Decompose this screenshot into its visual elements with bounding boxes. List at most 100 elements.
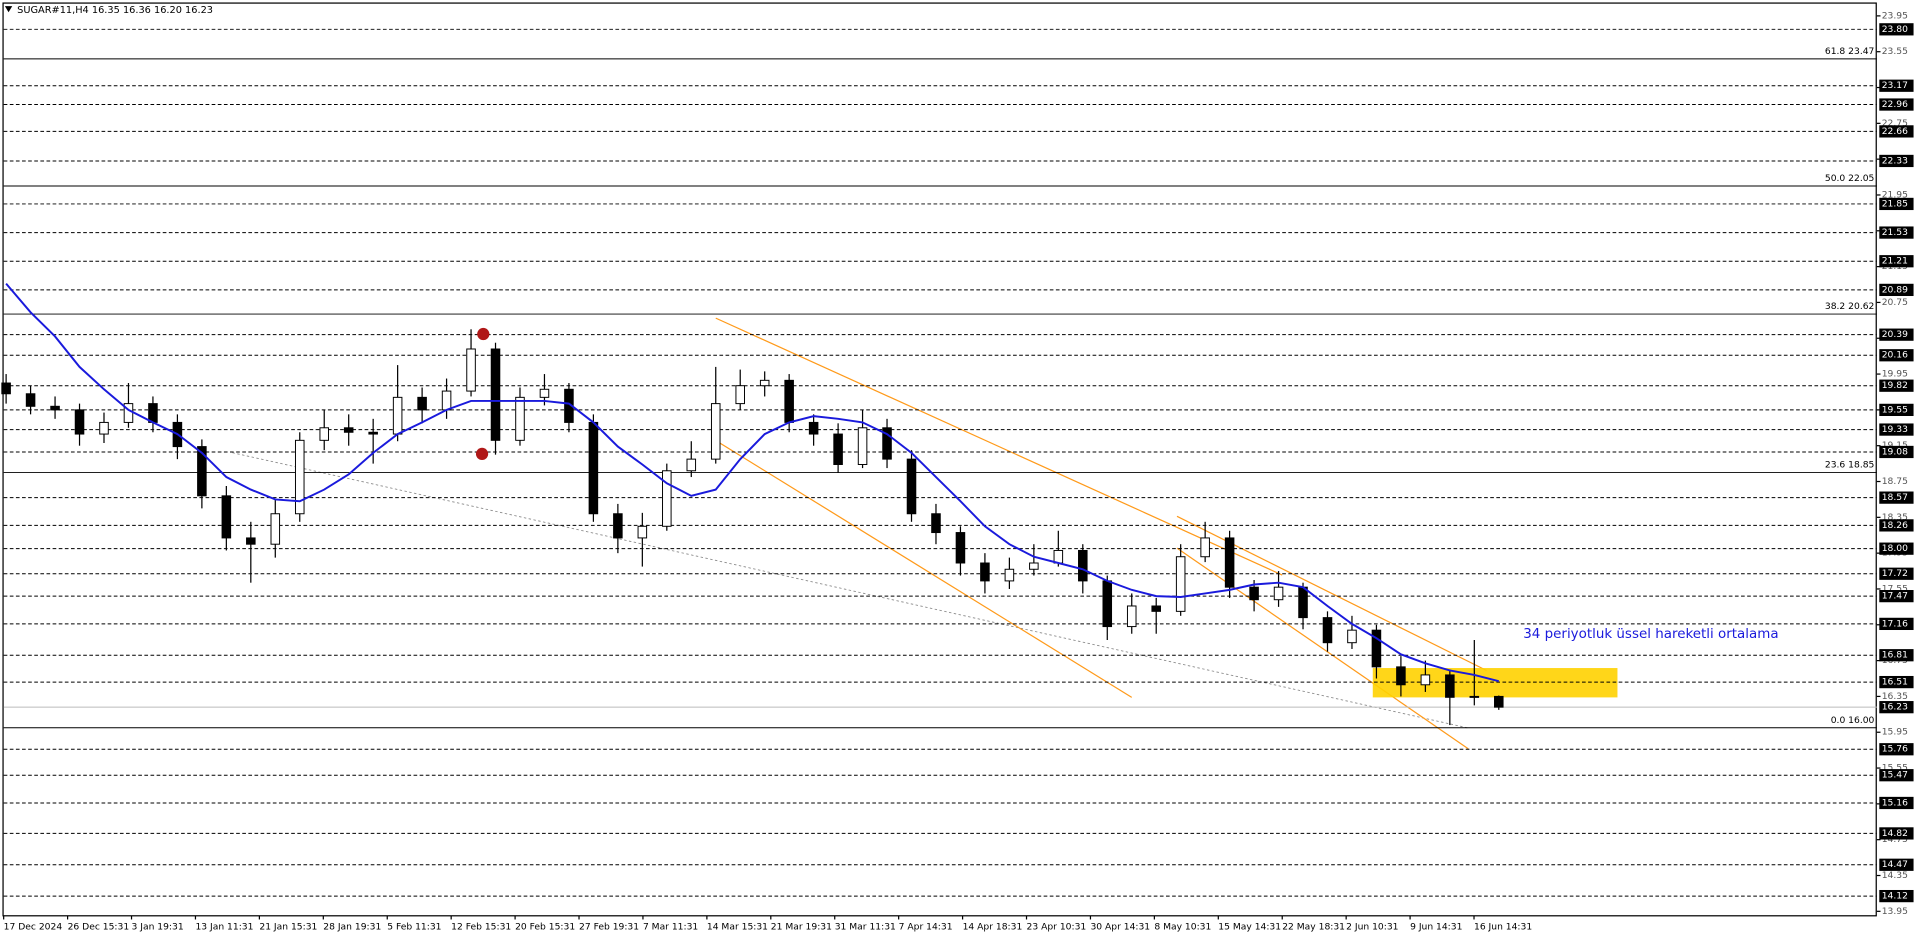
y-tick-label: 21.95	[1882, 189, 1908, 200]
x-tick-label: 2 Jun 10:31	[1346, 921, 1398, 932]
level-label: 19.55	[1882, 404, 1908, 415]
marker	[477, 327, 490, 341]
candle-body	[759, 379, 770, 387]
level-label: 15.16	[1882, 797, 1908, 808]
candle-body	[294, 439, 305, 515]
level-label-box	[1879, 519, 1914, 532]
candle-body	[710, 403, 721, 460]
candle-body	[441, 390, 452, 411]
level-label-box	[1879, 675, 1914, 689]
level-label-box	[1879, 590, 1914, 603]
drawings	[3, 28, 1877, 897]
level-label: 19.82	[1882, 380, 1908, 391]
level-label-box	[1879, 379, 1914, 392]
candle-body	[490, 348, 501, 441]
level-label: 19.33	[1882, 424, 1908, 435]
level-label: 15.47	[1882, 770, 1908, 781]
candle-body	[1102, 580, 1113, 628]
x-tick-label: 5 Feb 11:31	[387, 921, 441, 932]
x-tick-label: 28 Jan 19:31	[323, 921, 381, 932]
y-tick-label: 20.75	[1882, 297, 1908, 308]
level-label: 20.89	[1882, 284, 1908, 295]
level-label: 18.26	[1882, 520, 1908, 531]
marker	[475, 447, 489, 461]
candle-body	[1249, 586, 1259, 601]
candle-body	[197, 446, 207, 497]
candle-body	[1494, 695, 1504, 708]
level-label: 22.33	[1882, 155, 1908, 166]
x-tick-label: 3 Jan 19:31	[132, 921, 184, 932]
level-label-box	[1879, 197, 1914, 211]
level-label: 18.00	[1882, 543, 1908, 554]
candle-body	[246, 537, 256, 545]
moving-average	[5, 282, 1500, 683]
y-tick-label: 13.95	[1882, 906, 1908, 917]
level-label: 16.81	[1882, 650, 1908, 661]
level-label: 22.96	[1882, 99, 1908, 110]
level-label-box	[1879, 542, 1914, 555]
candle-body	[1078, 549, 1088, 582]
candle-body	[1347, 629, 1357, 644]
candle-body	[613, 513, 623, 539]
candle-body	[368, 431, 378, 435]
candle-body	[808, 421, 819, 435]
x-tick-label: 30 Apr 14:31	[1090, 921, 1150, 932]
candle-body	[980, 562, 990, 582]
level-label-box	[1879, 255, 1914, 268]
candle-body	[931, 513, 941, 534]
candle-body	[1322, 617, 1333, 644]
level-label: 20.39	[1882, 329, 1908, 340]
candle-body	[1273, 586, 1284, 601]
candle-body	[50, 405, 60, 411]
x-tick-label: 7 Apr 14:31	[899, 921, 953, 932]
candle-body	[857, 427, 868, 465]
level-label: 14.12	[1882, 891, 1908, 902]
y-tick-label: 18.35	[1882, 512, 1908, 523]
candle-body	[1445, 674, 1455, 698]
x-tick-label: 8 May 10:31	[1154, 921, 1211, 932]
x-tick-label: 16 Jun 14:31	[1474, 921, 1532, 932]
x-tick-label: 14 Apr 18:31	[963, 921, 1023, 932]
level-label: 17.72	[1882, 568, 1908, 579]
candle-body	[1396, 666, 1406, 686]
level-label-box	[1879, 491, 1914, 504]
candle-body	[1126, 605, 1137, 628]
level-label: 14.82	[1882, 828, 1908, 839]
level-label-box	[1879, 649, 1914, 662]
level-label-box	[1879, 423, 1914, 436]
level-label-box	[1879, 349, 1914, 362]
level-label: 18.57	[1882, 492, 1908, 503]
title-arrow	[4, 6, 13, 13]
highlight-zone	[1372, 668, 1618, 698]
level-label: 21.85	[1882, 198, 1908, 209]
x-tick-label: 15 May 14:31	[1218, 921, 1281, 932]
level-label-box	[1879, 23, 1914, 36]
level-label-box	[1879, 796, 1914, 810]
candle-body	[1469, 695, 1480, 698]
annotation: 34 periyotluk üssel hareketli ortalama	[1523, 627, 1778, 642]
y-tick-label: 23.95	[1882, 10, 1908, 21]
y-tick-label: 16.35	[1882, 691, 1908, 702]
y-tick-label: 17.55	[1882, 583, 1908, 594]
x-tick-label: 13 Jan 11:31	[195, 921, 253, 932]
fib-label: 23.6 18.85	[1825, 460, 1875, 471]
candle-body	[74, 409, 85, 435]
level-label-box	[1879, 769, 1914, 782]
candle-body	[392, 396, 403, 435]
level-label-box	[1879, 98, 1914, 111]
x-tick-label: 12 Feb 15:31	[451, 921, 511, 932]
level-label-box	[1879, 617, 1914, 631]
candle-body	[99, 421, 109, 435]
candle-body	[1298, 586, 1308, 619]
level-label-box	[1879, 226, 1914, 239]
y-tick-label: 14.35	[1882, 870, 1908, 881]
level-label-box	[1879, 889, 1914, 903]
level-label: 16.51	[1882, 677, 1908, 688]
y-tick-label: 15.95	[1882, 727, 1908, 738]
candle-body	[148, 403, 158, 423]
candle-body	[882, 427, 892, 460]
y-tick-label: 18.75	[1882, 476, 1908, 487]
level-label-box	[1879, 125, 1914, 138]
